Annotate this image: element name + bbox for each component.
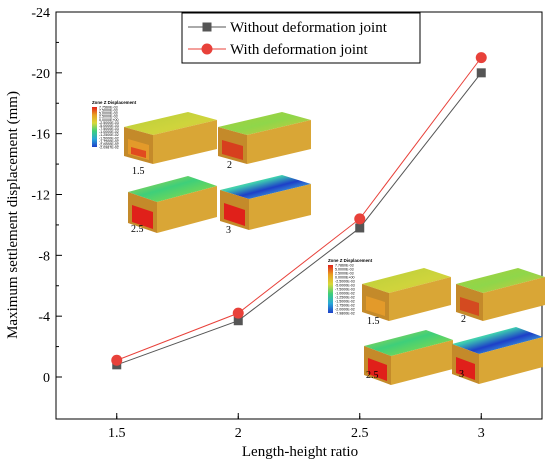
inset-2-box-2 <box>456 268 545 321</box>
series-2-point <box>354 213 366 225</box>
y-tick-label: -20 <box>31 67 50 82</box>
series-1-point <box>233 316 243 326</box>
colorbar-label: 0.0000E+00 <box>99 118 119 122</box>
colorbar-label: 2.5000E-03 <box>335 272 354 276</box>
inset-2-colorbar <box>328 265 333 313</box>
colorbar-label: -2.0000E-02 <box>335 308 355 312</box>
colorbar-label: -5.0000E-03 <box>335 284 355 288</box>
y-tick-label: -16 <box>31 128 50 143</box>
colorbar-label: -7.5000E-03 <box>99 127 119 131</box>
inset-2-legend: Zone Z Displacement 7.7860E-035.0000E-03… <box>328 258 373 316</box>
colorbar-label: 2.5000E-03 <box>99 115 118 119</box>
series-2-point <box>475 52 487 64</box>
inset-2-label-3: 3 <box>459 369 464 380</box>
inset-2-box-2.5 <box>364 330 453 385</box>
colorbar-label: 5.0000E-03 <box>335 268 354 272</box>
colorbar-label: -5.0000E-03 <box>99 124 119 128</box>
inset-lower-right: Zone Z Displacement 7.7860E-035.0000E-03… <box>328 258 545 385</box>
inset-1-label-2: 2 <box>227 160 232 171</box>
inset-1-box-2.5 <box>128 176 217 233</box>
y-axis: 0 -4 -8 -12 -16 -20 -24 <box>31 6 62 386</box>
legend-label-2: With deformation joint <box>230 42 369 58</box>
legend-box <box>181 12 421 64</box>
x-axis-title: Length-height ratio <box>242 444 358 460</box>
colorbar-label: -1.7500E-02 <box>335 304 355 308</box>
colorbar-label: -1.2500E-02 <box>335 296 355 300</box>
x-tick-label: 3 <box>478 426 485 441</box>
series-2-point <box>111 354 123 366</box>
colorbar-label: -2.0987E-02 <box>99 146 119 150</box>
inset-1-label-1.5: 1.5 <box>132 166 145 177</box>
x-tick-label: 1.5 <box>108 426 126 441</box>
y-tick-label: -24 <box>31 6 50 21</box>
colorbar-label: -2.5000E-03 <box>99 121 119 125</box>
colorbar-label: 7.7860E-03 <box>335 264 354 268</box>
series-layer <box>111 52 487 370</box>
series-line-2 <box>116 57 482 361</box>
inset-1-label-2.5: 2.5 <box>131 224 144 235</box>
inset-1-label-3: 3 <box>226 225 231 236</box>
y-axis-title: Maximum settlement displacement (mm) <box>5 91 21 339</box>
colorbar-label: -7.9800E-02 <box>335 312 355 316</box>
inset-1-box-2 <box>218 112 311 164</box>
colorbar-label: -1.0000E-02 <box>99 130 119 134</box>
colorbar-label: -2.5000E-03 <box>335 280 355 284</box>
colorbar-label: -1.7500E-02 <box>99 139 119 143</box>
inset-2-label-1.5: 1.5 <box>367 316 380 327</box>
inset-2-label-2: 2 <box>461 314 466 325</box>
series-2-point <box>232 307 244 319</box>
inset-upper-left: Zone Z Displacement 7.7560E-037.5000E-03… <box>92 100 311 236</box>
inset-1-box-1.5 <box>124 112 217 164</box>
y-tick-label: -8 <box>38 249 50 264</box>
legend-label-1: Without deformation joint <box>230 20 388 36</box>
inset-1-legend: Zone Z Displacement 7.7560E-037.5000E-03… <box>92 100 137 150</box>
inset-2-legend-title: Zone Z Displacement <box>328 258 373 263</box>
inset-1-box-3 <box>220 175 311 230</box>
series-1-point <box>355 223 365 233</box>
colorbar-label: -2.0000E-02 <box>99 142 119 146</box>
y-tick-label: -12 <box>31 189 50 204</box>
x-tick-label: 2 <box>235 426 242 441</box>
series-line-1 <box>116 72 482 366</box>
colorbar-label: -1.2500E-02 <box>99 133 119 137</box>
inset-1-colorbar <box>92 107 97 147</box>
x-tick-label: 2.5 <box>351 426 369 441</box>
legend-marker-2 <box>201 43 213 55</box>
colorbar-label: -1.5000E-02 <box>99 136 119 140</box>
x-axis: 1.5 2 2.5 3 <box>108 413 485 441</box>
colorbar-label: 0.0000E+00 <box>335 276 355 280</box>
legend: Without deformation joint With deformatio… <box>181 12 421 64</box>
inset-2-box-3 <box>452 327 543 384</box>
colorbar-label: 7.5000E-03 <box>99 109 118 113</box>
inset-2-box-1.5 <box>362 268 451 321</box>
colorbar-label: 7.7560E-03 <box>99 106 118 110</box>
y-tick-label: 0 <box>43 371 50 386</box>
colorbar-label: -1.5000E-02 <box>335 300 355 304</box>
colorbar-label: -1.0000E-02 <box>335 292 355 296</box>
inset-1-legend-title: Zone Z Displacement <box>92 100 137 105</box>
colorbar-label: -7.5000E-03 <box>335 288 355 292</box>
colorbar-label: 5.0000E-03 <box>99 112 118 116</box>
inset-2-label-2.5: 2.5 <box>366 370 379 381</box>
y-tick-label: -4 <box>38 310 50 325</box>
legend-marker-1 <box>202 22 212 32</box>
series-1-point <box>476 68 486 78</box>
plot-frame <box>55 11 543 420</box>
